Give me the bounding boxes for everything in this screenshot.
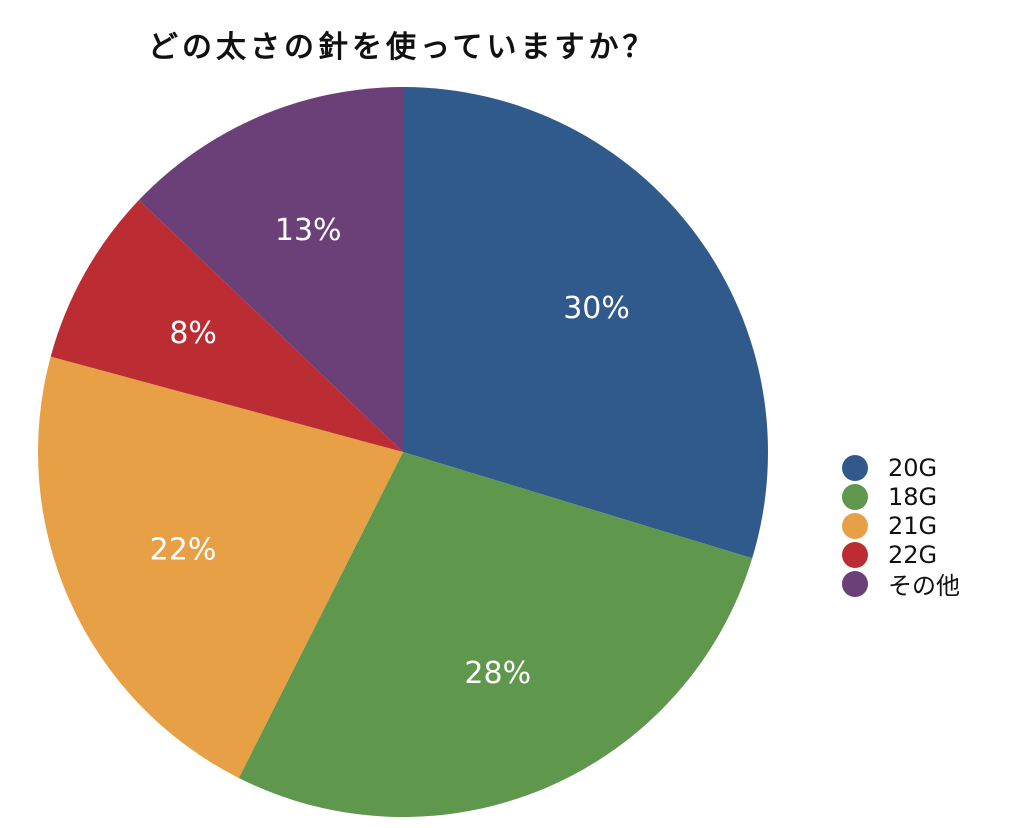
legend-label: 21G	[888, 511, 938, 540]
legend-swatch	[842, 512, 868, 539]
legend-swatch	[842, 541, 868, 568]
legend-item: その他	[842, 569, 960, 600]
pie-slice-その他	[138, 87, 403, 452]
pie-slice-22G	[50, 199, 403, 452]
legend-label: その他	[888, 572, 960, 600]
legend-item: 22G	[842, 540, 960, 569]
data-label: 28%	[464, 656, 531, 691]
data-label: 30%	[563, 291, 630, 326]
pie-slice-21G	[37, 356, 404, 778]
legend-label: 18G	[888, 482, 938, 511]
legend: 20G 18G 21G 22G その他	[842, 453, 960, 600]
chart-title: どの太さの針を使っていますか？	[148, 30, 657, 65]
legend-label: 20G	[888, 453, 938, 482]
legend-swatch	[842, 483, 868, 510]
legend-item: 18G	[842, 482, 960, 511]
pie-slice-20G	[403, 87, 768, 559]
legend-swatch	[842, 570, 868, 597]
legend-item: 20G	[842, 453, 960, 482]
legend-item: 21G	[842, 511, 960, 540]
legend-label: 22G	[888, 540, 938, 569]
data-label: 22%	[150, 533, 217, 568]
pie-slice-18G	[238, 452, 753, 818]
data-label: 13%	[275, 213, 342, 248]
data-label: 8%	[169, 316, 217, 351]
legend-swatch	[842, 454, 868, 481]
